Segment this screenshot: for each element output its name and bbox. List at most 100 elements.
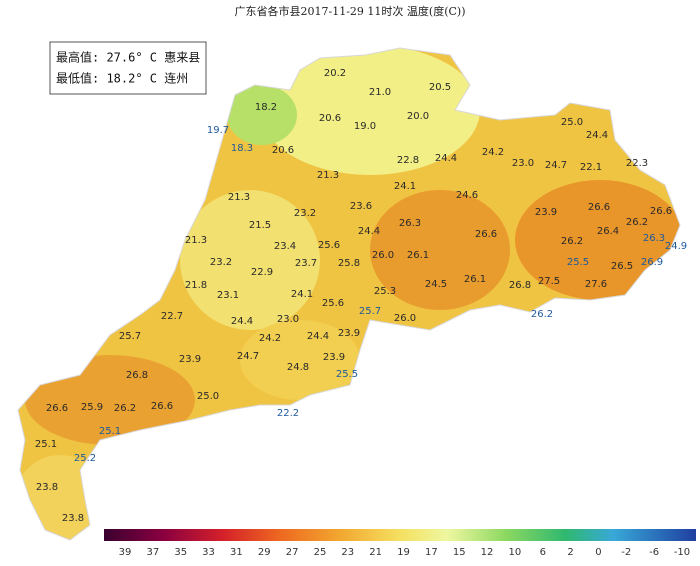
legend-label: 37 <box>146 547 159 558</box>
station-label: 26.6 <box>588 202 610 213</box>
station-label: 21.3 <box>185 235 207 246</box>
station-label: 25.5 <box>567 257 589 268</box>
legend-label: 15 <box>453 547 466 558</box>
station-label: 21.3 <box>228 192 250 203</box>
station-label: 25.3 <box>374 286 396 297</box>
station-label: 26.0 <box>372 250 394 261</box>
station-label: 21.8 <box>185 280 207 291</box>
station-label: 23.2 <box>294 208 316 219</box>
summary-min: 最低值: 18.2° C 连州 <box>56 71 188 86</box>
station-label: 26.1 <box>407 250 429 261</box>
station-label: 18.2 <box>255 102 277 113</box>
station-label: 24.8 <box>287 362 309 373</box>
legend-label: 10 <box>509 547 522 558</box>
station-label: 26.6 <box>650 206 672 217</box>
station-label: 23.0 <box>277 314 299 325</box>
station-label: 24.2 <box>259 333 281 344</box>
station-label: 24.4 <box>231 316 253 327</box>
station-label: 24.4 <box>435 153 457 164</box>
station-label: 24.9 <box>665 241 687 252</box>
station-label: 25.0 <box>561 117 583 128</box>
station-label: 26.3 <box>643 233 665 244</box>
station-label: 24.7 <box>237 351 259 362</box>
station-label: 25.8 <box>338 258 360 269</box>
station-label: 26.4 <box>597 226 619 237</box>
station-label: 22.7 <box>161 311 183 322</box>
legend-label: 27 <box>286 547 299 558</box>
station-label: 24.4 <box>358 226 380 237</box>
legend-label: 31 <box>230 547 243 558</box>
station-label: 24.2 <box>482 147 504 158</box>
station-label: 25.9 <box>81 402 103 413</box>
legend-label: 12 <box>481 547 494 558</box>
station-label: 20.5 <box>429 82 451 93</box>
station-label: 24.1 <box>394 181 416 192</box>
station-label: 23.8 <box>36 482 58 493</box>
station-label: 19.0 <box>354 121 376 132</box>
station-label: 18.3 <box>231 143 253 154</box>
station-label: 23.1 <box>217 290 239 301</box>
station-label: 26.5 <box>611 261 633 272</box>
summary-box <box>49 41 207 95</box>
station-label: 25.1 <box>35 439 57 450</box>
legend-label: 39 <box>119 547 132 558</box>
station-label: 22.9 <box>251 267 273 278</box>
station-label: 26.6 <box>151 401 173 412</box>
colorbar <box>104 529 696 541</box>
station-label: 26.2 <box>531 309 553 320</box>
legend-label: 19 <box>397 547 410 558</box>
station-label: 27.6 <box>585 279 607 290</box>
station-label: 26.2 <box>626 217 648 228</box>
legend-label: 35 <box>174 547 187 558</box>
station-label: 25.6 <box>318 240 340 251</box>
station-label: 23.9 <box>179 354 201 365</box>
station-label: 23.9 <box>535 207 557 218</box>
legend-label: 2 <box>567 547 573 558</box>
station-label: 23.9 <box>338 328 360 339</box>
station-label: 20.2 <box>324 68 346 79</box>
legend-label: 21 <box>369 547 382 558</box>
station-label: 26.3 <box>399 218 421 229</box>
station-label: 20.6 <box>319 113 341 124</box>
station-label: 23.9 <box>323 352 345 363</box>
station-label: 26.1 <box>464 274 486 285</box>
station-label: 20.0 <box>407 111 429 122</box>
station-label: 21.0 <box>369 87 391 98</box>
legend-label: 17 <box>425 547 438 558</box>
legend-label: -2 <box>621 547 631 558</box>
station-label: 24.4 <box>586 130 608 141</box>
legend-label: 25 <box>314 547 327 558</box>
station-label: 24.1 <box>291 289 313 300</box>
station-label: 22.3 <box>626 158 648 169</box>
station-label: 26.8 <box>509 280 531 291</box>
station-label: 25.7 <box>119 331 141 342</box>
station-label: 23.2 <box>210 257 232 268</box>
map-title: 广东省各市县2017-11-29 11时次 温度(度(C)) <box>235 4 466 18</box>
station-label: 26.6 <box>475 229 497 240</box>
station-label: 26.2 <box>114 403 136 414</box>
station-label: 24.4 <box>307 331 329 342</box>
station-label: 23.7 <box>295 258 317 269</box>
station-label: 22.8 <box>397 155 419 166</box>
station-label: 23.0 <box>512 158 534 169</box>
station-label: 25.0 <box>197 391 219 402</box>
station-label: 25.1 <box>99 426 121 437</box>
station-label: 24.6 <box>456 190 478 201</box>
station-label: 25.2 <box>74 453 96 464</box>
station-label: 23.8 <box>62 513 84 524</box>
station-label: 26.8 <box>126 370 148 381</box>
station-label: 25.5 <box>336 369 358 380</box>
station-label: 27.5 <box>538 276 560 287</box>
station-label: 26.6 <box>46 403 68 414</box>
map-fill <box>18 48 680 540</box>
station-label: 22.2 <box>277 408 299 419</box>
station-label: 23.6 <box>350 201 372 212</box>
station-label: 25.6 <box>322 298 344 309</box>
station-label: 21.3 <box>317 170 339 181</box>
legend-label: -6 <box>649 547 659 558</box>
station-label: 26.0 <box>394 313 416 324</box>
station-label: 26.2 <box>561 236 583 247</box>
legend-label: 33 <box>202 547 215 558</box>
station-label: 22.1 <box>580 162 602 173</box>
